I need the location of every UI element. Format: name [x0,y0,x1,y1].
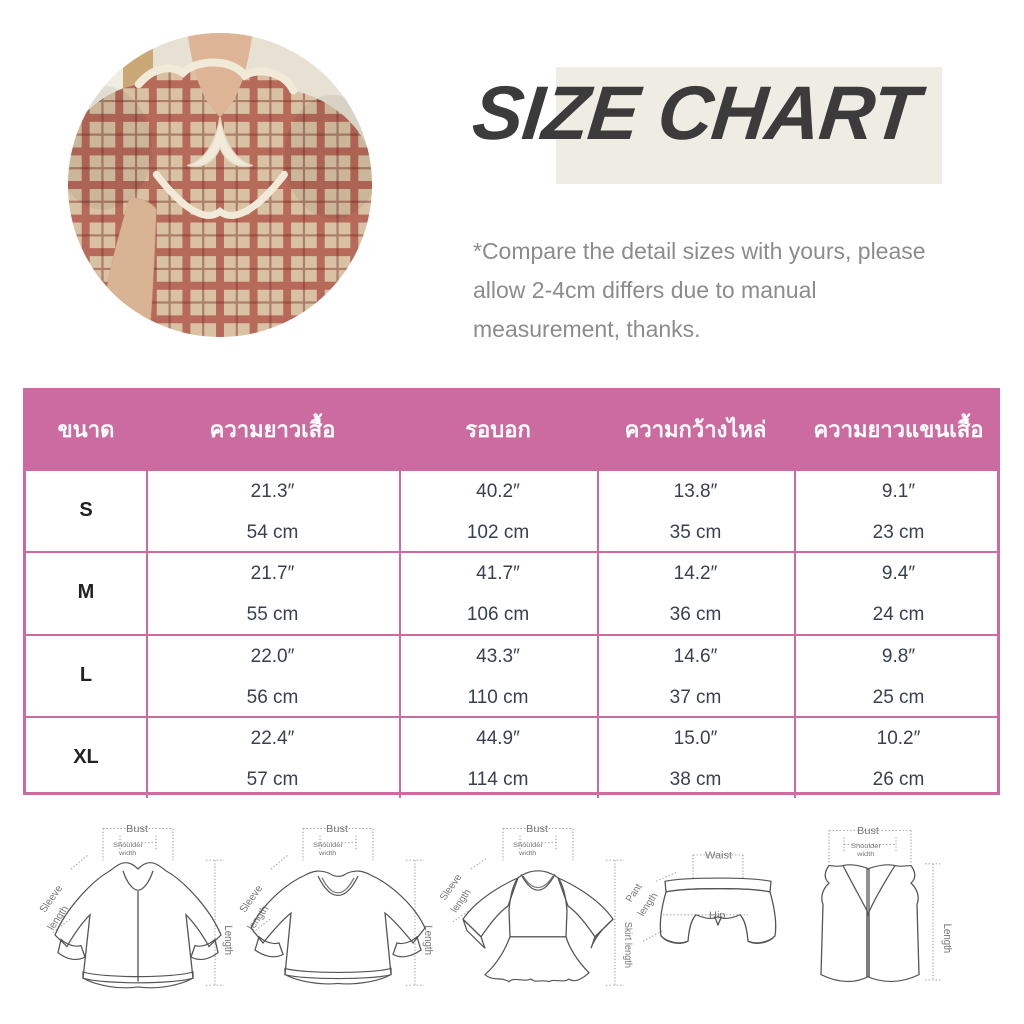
svg-text:Shoulder: Shoulder [113,842,144,849]
svg-text:Length: Length [941,924,953,954]
svg-text:Pant: Pant [624,882,645,904]
svg-text:Hip: Hip [709,911,726,921]
svg-text:width: width [318,850,337,857]
svg-text:Shoulder: Shoulder [851,843,882,850]
svg-text:Skirt length: Skirt length [622,922,634,968]
svg-text:Bust: Bust [126,825,148,835]
svg-text:Bust: Bust [526,825,548,835]
svg-text:width: width [118,850,137,857]
svg-text:Shoulder: Shoulder [513,842,544,849]
svg-text:width: width [518,850,537,857]
svg-text:Bust: Bust [857,826,879,836]
svg-text:Waist: Waist [705,851,732,861]
svg-text:Length: Length [222,925,234,955]
svg-text:width: width [856,851,875,858]
svg-text:Bust: Bust [326,825,348,835]
svg-text:Shoulder: Shoulder [313,842,344,849]
